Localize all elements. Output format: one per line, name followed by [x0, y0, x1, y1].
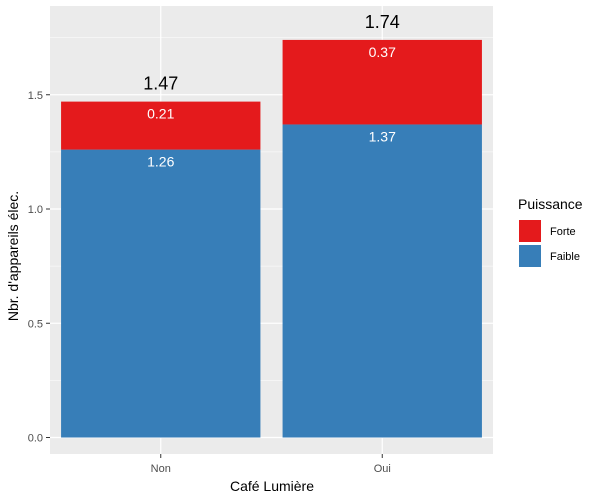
total-label-oui: 1.74	[365, 12, 400, 32]
y-tick-label: 1.5	[28, 90, 43, 102]
x-tick-label: Non	[151, 463, 171, 475]
y-axis-title: Nbr. d'appareils élec.	[5, 191, 21, 321]
y-tick-label: 0.0	[28, 433, 43, 445]
segment-labels: 1.26 0.21 1.37 0.37	[147, 44, 396, 170]
bar-faible-oui	[282, 124, 482, 438]
legend-label-forte: Forte	[550, 226, 576, 238]
data-label-forte-oui: 0.37	[369, 44, 396, 60]
x-axis: Non Oui	[151, 454, 391, 475]
y-axis: 0.0 0.5 1.0 1.5	[28, 90, 50, 445]
data-label-forte-non: 0.21	[147, 106, 174, 122]
legend: Puissance Forte Faible	[518, 196, 583, 267]
x-tick-label: Oui	[374, 463, 391, 475]
legend-title: Puissance	[518, 196, 583, 212]
bars	[61, 39, 482, 438]
total-label-non: 1.47	[143, 74, 178, 94]
x-axis-title: Café Lumière	[230, 478, 314, 494]
legend-label-faible: Faible	[550, 251, 580, 263]
total-labels: 1.47 1.74	[143, 12, 400, 94]
data-label-faible-oui: 1.37	[369, 128, 396, 144]
legend-key-faible	[519, 245, 541, 267]
bar-forte-non	[61, 101, 261, 150]
bar-forte-oui	[282, 39, 482, 125]
y-tick-label: 1.0	[28, 204, 43, 216]
y-tick-label: 0.5	[28, 318, 43, 330]
bar-faible-non	[61, 149, 261, 438]
legend-key-forte	[519, 220, 541, 242]
data-label-faible-non: 1.26	[147, 154, 174, 170]
